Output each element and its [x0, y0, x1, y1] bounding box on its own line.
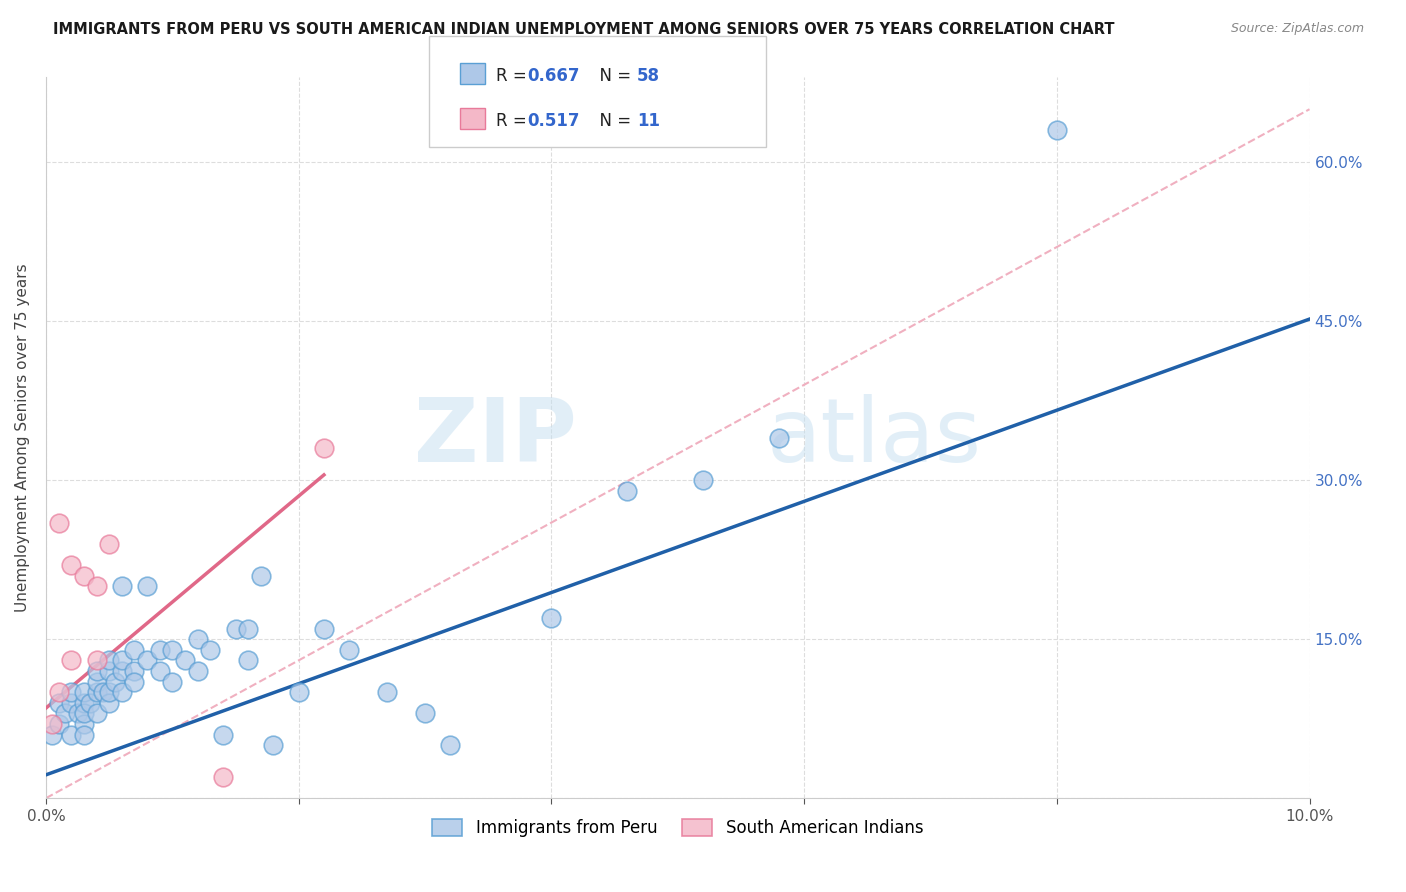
Point: [236, 622, 259, 636]
Text: R =: R =: [496, 112, 533, 130]
Point: [91, 685, 114, 699]
Point: [262, 738, 284, 752]
Text: atlas: atlas: [766, 394, 981, 482]
Point: [79, 696, 101, 710]
Point: [111, 579, 134, 593]
Point: [616, 483, 638, 498]
Point: [187, 664, 209, 678]
Point: [136, 653, 159, 667]
Point: [86, 579, 108, 593]
Point: [162, 642, 184, 657]
Point: [200, 642, 222, 657]
Point: [86, 685, 108, 699]
Point: [312, 622, 335, 636]
Text: 58: 58: [637, 67, 659, 85]
Point: [136, 579, 159, 593]
Y-axis label: Unemployment Among Seniors over 75 years: Unemployment Among Seniors over 75 years: [15, 263, 30, 612]
Point: [73, 568, 96, 582]
Point: [312, 442, 335, 456]
Legend: Immigrants from Peru, South American Indians: Immigrants from Peru, South American Ind…: [426, 813, 929, 844]
Point: [224, 622, 246, 636]
Point: [98, 653, 121, 667]
Point: [236, 653, 259, 667]
Text: 0.517: 0.517: [527, 112, 579, 130]
Point: [98, 664, 121, 678]
Point: [48, 696, 70, 710]
Point: [48, 516, 70, 530]
Point: [73, 685, 96, 699]
Point: [86, 674, 108, 689]
Point: [73, 727, 96, 741]
Point: [66, 706, 89, 721]
Point: [60, 558, 83, 572]
Point: [73, 717, 96, 731]
Point: [60, 696, 83, 710]
Point: [249, 568, 271, 582]
Point: [73, 696, 96, 710]
Point: [111, 685, 134, 699]
Point: [337, 642, 360, 657]
Point: [60, 653, 83, 667]
Point: [768, 431, 790, 445]
Point: [149, 642, 172, 657]
Text: Source: ZipAtlas.com: Source: ZipAtlas.com: [1230, 22, 1364, 36]
Point: [98, 696, 121, 710]
Point: [174, 653, 197, 667]
Point: [60, 685, 83, 699]
Text: N =: N =: [589, 67, 637, 85]
Point: [53, 706, 76, 721]
Text: IMMIGRANTS FROM PERU VS SOUTH AMERICAN INDIAN UNEMPLOYMENT AMONG SENIORS OVER 75: IMMIGRANTS FROM PERU VS SOUTH AMERICAN I…: [53, 22, 1115, 37]
Point: [149, 664, 172, 678]
Point: [692, 473, 714, 487]
Point: [439, 738, 461, 752]
Text: 11: 11: [637, 112, 659, 130]
Point: [111, 664, 134, 678]
Point: [104, 674, 127, 689]
Point: [187, 632, 209, 647]
Point: [48, 717, 70, 731]
Point: [540, 611, 562, 625]
Point: [60, 727, 83, 741]
Point: [111, 653, 134, 667]
Point: [98, 685, 121, 699]
Point: [162, 674, 184, 689]
Point: [86, 706, 108, 721]
Point: [124, 642, 146, 657]
Point: [287, 685, 309, 699]
Point: [1046, 123, 1069, 137]
Point: [413, 706, 436, 721]
Point: [98, 537, 121, 551]
Point: [41, 727, 63, 741]
Point: [86, 664, 108, 678]
Point: [73, 706, 96, 721]
Text: R =: R =: [496, 67, 533, 85]
Point: [41, 717, 63, 731]
Text: 0.667: 0.667: [527, 67, 579, 85]
Point: [124, 674, 146, 689]
Point: [124, 664, 146, 678]
Point: [212, 727, 235, 741]
Text: N =: N =: [589, 112, 637, 130]
Point: [48, 685, 70, 699]
Point: [86, 653, 108, 667]
Point: [212, 770, 235, 784]
Text: ZIP: ZIP: [413, 394, 576, 482]
Point: [375, 685, 398, 699]
